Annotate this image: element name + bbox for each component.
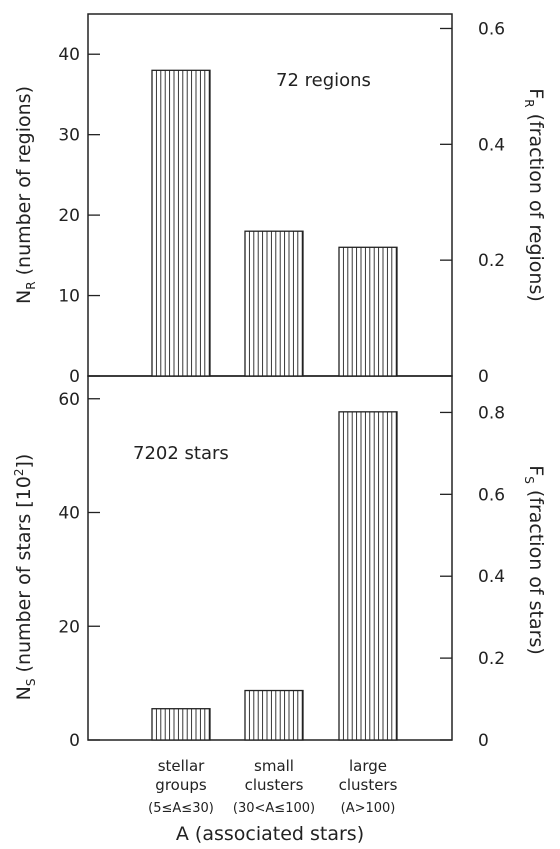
left-tick-label: 40	[58, 504, 80, 524]
bar	[151, 708, 211, 741]
category-label-line2: groups	[155, 776, 207, 794]
category-range-label: (30<A≤100)	[233, 801, 315, 816]
right-tick-label: 0.2	[478, 251, 505, 271]
left-tick-label: 20	[58, 206, 80, 226]
top-panel-right-axis-label: FR (fraction of regions)	[522, 88, 547, 302]
category-label-line2: clusters	[245, 776, 304, 794]
left-tick-label: 30	[58, 126, 80, 146]
right-tick-label: 0.4	[478, 567, 505, 587]
bar	[338, 246, 398, 377]
bar	[244, 230, 304, 377]
category-label-line2: clusters	[339, 776, 398, 794]
top-panel-left-axis-label: NR (number of regions)	[13, 86, 38, 304]
right-tick-label: 0.8	[478, 403, 505, 423]
bottom-panel-annotation: 7202 stars	[133, 443, 229, 464]
bottom-panel-right-axis-label: FS (fraction of stars)	[522, 465, 547, 655]
bar	[244, 689, 304, 741]
right-tick-label: 0.2	[478, 649, 505, 669]
category-label-line1: stellar	[158, 757, 205, 775]
top-panel-annotation: 72 regions	[276, 70, 371, 91]
bottom-panel-bars	[151, 411, 398, 741]
left-tick-label: 40	[58, 45, 80, 65]
category-labels: stellar groups (5≤A≤30) small clusters (…	[148, 757, 397, 816]
right-tick-label: 0	[478, 731, 489, 751]
right-tick-label: 0.6	[478, 485, 505, 505]
left-tick-label: 10	[58, 287, 80, 307]
top-panel-ticks: 0 10 20 30 40 0 0.2 0.4 0.6	[58, 19, 505, 387]
category-label-line1: small	[254, 757, 294, 775]
x-axis-label: A (associated stars)	[176, 823, 364, 845]
right-tick-label: 0.4	[478, 135, 505, 155]
right-tick-label: 0.6	[478, 19, 505, 39]
left-tick-label: 60	[58, 390, 80, 410]
top-panel-bars	[151, 69, 398, 377]
bar	[338, 411, 398, 741]
category-range-label: (A>100)	[341, 801, 396, 816]
left-tick-label: 0	[69, 367, 80, 387]
left-tick-label: 20	[58, 617, 80, 637]
bar	[151, 69, 211, 377]
category-range-label: (5≤A≤30)	[148, 801, 214, 816]
category-label-line1: large	[349, 757, 387, 775]
left-tick-label: 0	[69, 731, 80, 751]
right-tick-label: 0	[478, 367, 489, 387]
bottom-panel-ticks: 0 20 40 60 0 0.2 0.4 0.6 0.8	[58, 390, 505, 751]
bottom-panel-left-axis-label: NS (number of stars [102])	[12, 454, 38, 701]
